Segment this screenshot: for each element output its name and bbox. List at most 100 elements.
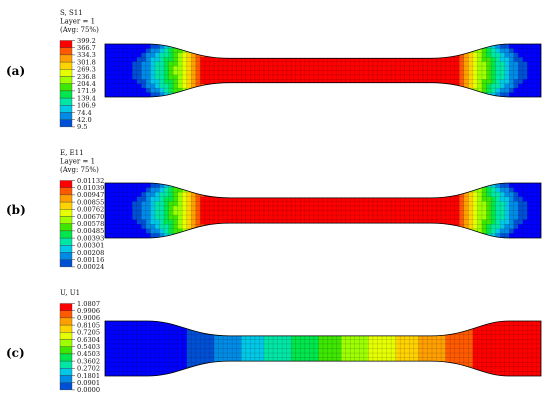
mesh-cell <box>427 205 433 211</box>
mesh-cell <box>105 325 110 331</box>
mesh-cell <box>341 70 347 76</box>
mesh-cell <box>214 57 219 62</box>
mesh-cell <box>145 57 151 62</box>
mesh-cell <box>195 74 201 80</box>
mesh-cell <box>236 74 242 80</box>
mesh-cell <box>377 371 383 376</box>
mesh-cell <box>127 52 133 58</box>
mesh-cell <box>300 348 306 354</box>
mesh-cell <box>318 183 324 188</box>
mesh-cell <box>236 334 242 340</box>
mesh-cell <box>109 44 115 49</box>
mesh-cell <box>123 74 129 80</box>
mesh-cell <box>259 334 265 340</box>
mesh-cell <box>509 48 515 54</box>
mesh-cell <box>377 321 383 326</box>
mesh-cell <box>404 321 410 326</box>
mesh-cell <box>123 92 129 97</box>
mesh-cell <box>500 70 505 76</box>
mesh-cell <box>413 353 419 358</box>
mesh-cell <box>368 215 374 220</box>
mesh-cell <box>141 334 147 340</box>
mesh-cell <box>513 366 519 372</box>
mesh-cell <box>318 353 324 358</box>
mesh-cell <box>141 88 147 93</box>
mesh-cell <box>350 325 356 331</box>
mesh-cell <box>432 339 437 345</box>
mesh-cell <box>218 362 224 368</box>
mesh-cell <box>522 343 528 349</box>
mesh-cell <box>223 57 228 62</box>
mesh-cell <box>191 52 197 58</box>
mesh-cell <box>450 366 456 372</box>
mesh-cell <box>268 66 274 71</box>
mesh-cell <box>127 48 133 54</box>
mesh-cell <box>114 228 119 234</box>
mesh-cell <box>368 357 374 363</box>
mesh-cell <box>427 228 433 234</box>
mesh-cell <box>259 201 265 207</box>
mesh-cell <box>409 325 415 331</box>
mesh-cell <box>177 70 183 76</box>
mesh-cell <box>291 66 297 71</box>
mesh-cell <box>391 83 396 89</box>
mesh-cell <box>382 325 387 331</box>
mesh-cell <box>123 52 129 58</box>
mesh-cell <box>145 187 151 193</box>
mesh-cell <box>300 357 306 363</box>
mesh-cell <box>363 70 369 76</box>
mesh-cell <box>150 366 156 372</box>
mesh-cell <box>386 70 392 76</box>
mesh-cell <box>409 321 415 326</box>
mesh-cell <box>536 88 541 93</box>
mesh-cell <box>372 70 378 76</box>
mesh-cell <box>422 66 428 71</box>
mesh-cell <box>313 371 319 376</box>
mesh-cell <box>123 371 129 376</box>
mesh-cell <box>309 83 315 89</box>
mesh-cell <box>173 187 178 193</box>
mesh-cell <box>191 330 197 336</box>
mesh-cell <box>273 348 278 354</box>
mesh-cell <box>377 83 383 89</box>
mesh-cell <box>363 233 369 238</box>
mesh-cell <box>304 371 310 376</box>
mesh-cell <box>323 183 328 188</box>
mesh-cell <box>245 353 251 358</box>
mesh-cell <box>441 196 446 202</box>
mesh-cell <box>345 192 351 198</box>
mesh-cell <box>327 334 333 340</box>
mesh-cell <box>182 219 188 225</box>
mesh-cell <box>273 233 278 238</box>
legend-swatch <box>59 54 73 63</box>
mesh-cell <box>395 348 401 354</box>
mesh-cell <box>136 48 142 54</box>
mesh-cell <box>454 362 460 368</box>
mesh-cell <box>273 215 278 220</box>
mesh-cell <box>259 210 265 216</box>
mesh-cell <box>432 215 437 220</box>
mesh-cell <box>191 192 197 198</box>
mesh-cell <box>336 339 342 345</box>
mesh-cell <box>323 371 328 376</box>
mesh-cell <box>477 61 483 67</box>
mesh-cell <box>386 362 392 368</box>
mesh-cell <box>263 334 269 340</box>
mesh-cell <box>477 192 483 198</box>
mesh-cell <box>359 52 365 58</box>
mesh-cell <box>391 219 396 225</box>
mesh-cell <box>168 228 174 234</box>
mesh-cell <box>291 70 297 76</box>
mesh-cell <box>336 196 342 202</box>
mesh-cell <box>309 353 315 358</box>
mesh-cell <box>522 61 528 67</box>
mesh-cell <box>223 210 228 216</box>
mesh-cell <box>286 371 292 376</box>
mesh-cell <box>291 48 297 54</box>
mesh-cell <box>118 325 124 331</box>
mesh-cell <box>477 366 483 372</box>
mesh-cell <box>245 330 251 336</box>
mesh-cell <box>150 79 156 85</box>
mesh-cell <box>282 233 287 238</box>
mesh-cell <box>245 83 251 89</box>
